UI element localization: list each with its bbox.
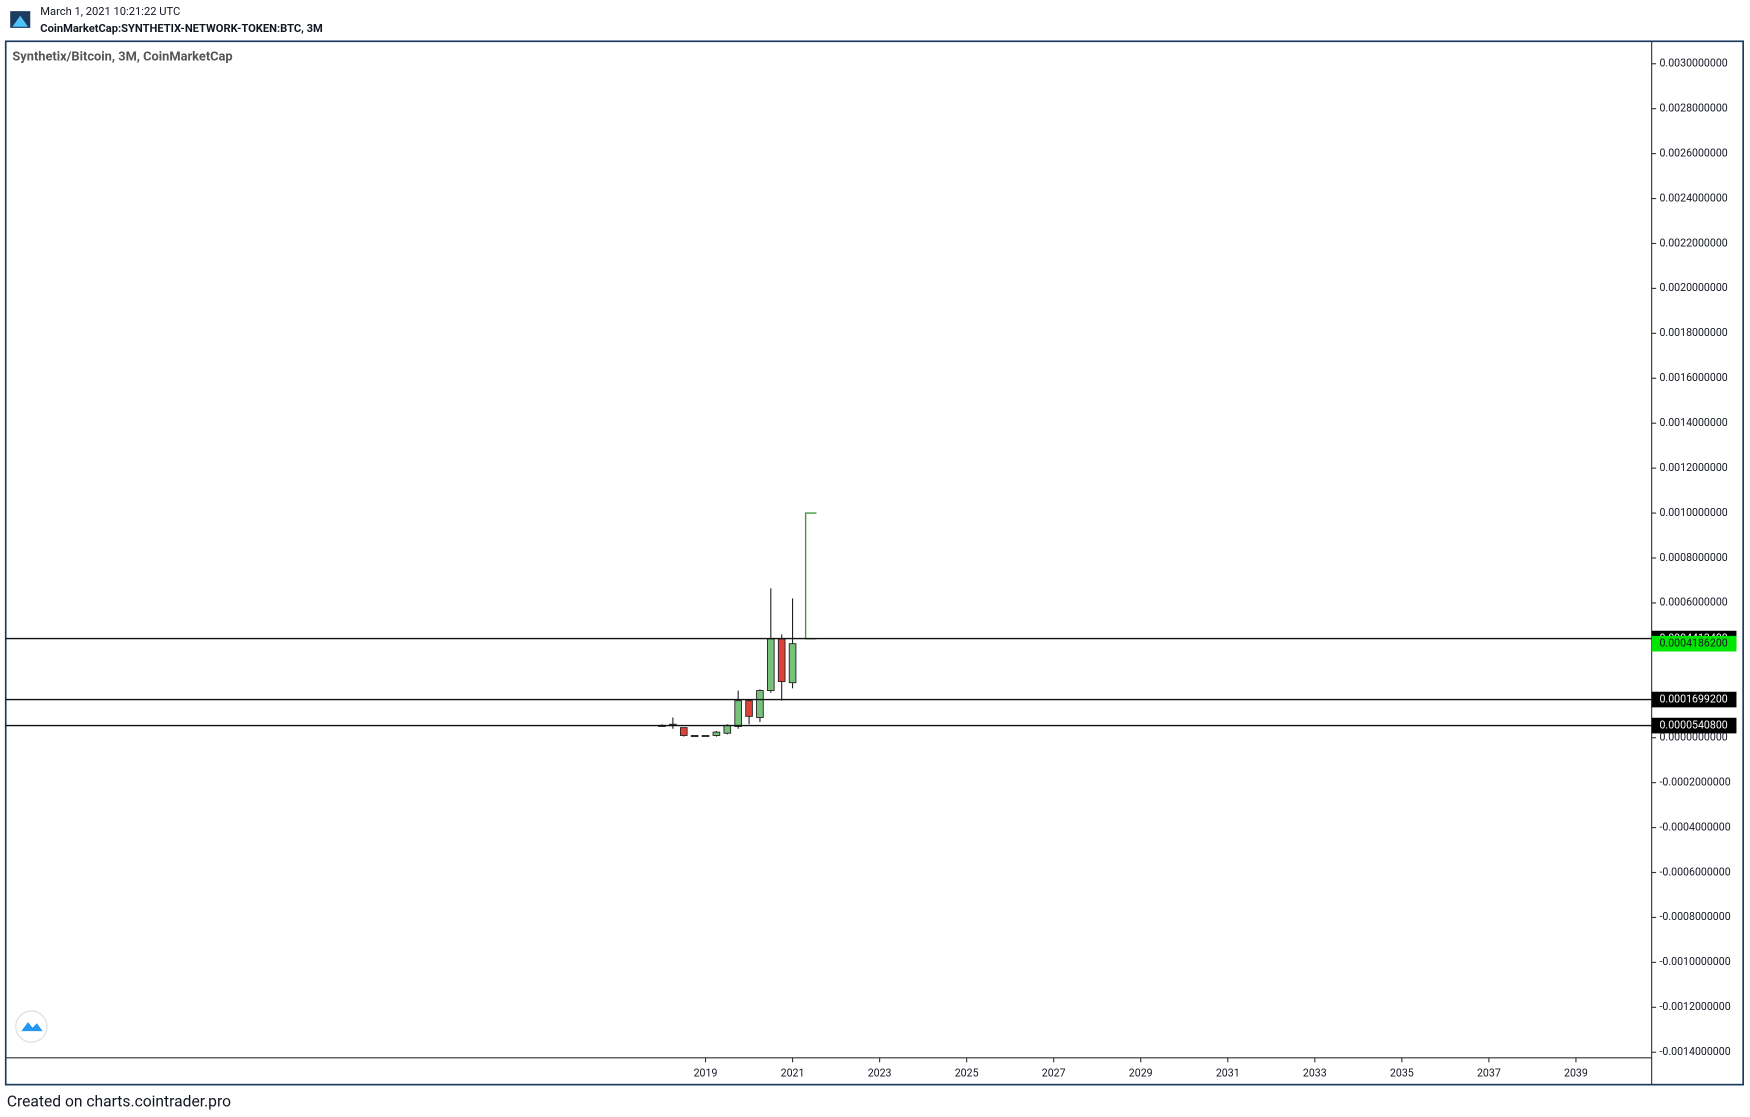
y-tick-label: 0.0014000000 — [1659, 416, 1727, 429]
candle-body — [777, 638, 786, 683]
y-tick-label: -0.0006000000 — [1659, 865, 1730, 878]
x-tick-label: 2025 — [955, 1066, 979, 1079]
symbol: CoinMarketCap:SYNTHETIX-NETWORK-TOKEN:BT… — [40, 22, 323, 35]
candle-body — [701, 735, 710, 738]
y-tick-label: -0.0002000000 — [1659, 775, 1730, 788]
y-tick-label: 0.0026000000 — [1659, 146, 1727, 159]
y-tick-label: 0.0030000000 — [1659, 57, 1727, 70]
footer: Created on charts.cointrader.pro — [7, 1093, 231, 1111]
candle-body — [756, 690, 764, 718]
candle-body — [767, 638, 775, 691]
y-tick-label: 0.0024000000 — [1659, 191, 1727, 204]
y-tick-label: 0.0022000000 — [1659, 236, 1727, 249]
y-tick-label: -0.0014000000 — [1659, 1045, 1730, 1058]
candle-body — [745, 700, 753, 717]
x-tick-label: 2029 — [1129, 1066, 1153, 1079]
candle-body — [690, 735, 699, 738]
y-tick-label: 0.0028000000 — [1659, 101, 1727, 114]
level-tag — [1651, 717, 1737, 734]
x-tick-label: 2033 — [1303, 1066, 1327, 1079]
y-tick-label: -0.0008000000 — [1659, 910, 1730, 923]
y-tick-label: 0.0010000000 — [1659, 506, 1727, 519]
logo — [10, 11, 31, 28]
y-tick-label: 0.0020000000 — [1659, 281, 1727, 294]
x-tick-label: 2021 — [781, 1066, 805, 1079]
y-tick-label: -0.0010000000 — [1659, 955, 1730, 968]
x-tick-label: 2039 — [1564, 1066, 1588, 1079]
y-tick-label: 0.0012000000 — [1659, 461, 1727, 474]
level-tag — [1651, 691, 1737, 708]
y-tick-label: 0.0000000000 — [1659, 731, 1727, 744]
last-price-label: 0.0004186200 — [1659, 636, 1727, 649]
x-tick-label: 2027 — [1042, 1066, 1066, 1079]
y-tick-label: 0.0018000000 — [1659, 326, 1727, 339]
level-label: 0.0001699200 — [1659, 692, 1727, 705]
y-tick-label: -0.0012000000 — [1659, 1000, 1730, 1013]
x-tick-label: 2023 — [868, 1066, 892, 1079]
last-price-tag — [1651, 635, 1737, 652]
candle-body — [734, 700, 742, 727]
y-tick-label: 0.0016000000 — [1659, 371, 1727, 384]
candle-body — [723, 724, 732, 734]
candle-body — [788, 643, 797, 684]
x-tick-label: 2035 — [1390, 1066, 1414, 1079]
candle-body — [679, 727, 688, 736]
x-tick-label: 2019 — [694, 1066, 718, 1079]
y-tick-label: 0.0008000000 — [1659, 551, 1727, 564]
timestamp: March 1, 2021 10:21:22 UTC — [40, 5, 180, 18]
chart-frame — [4, 40, 1744, 1086]
y-tick-label: -0.0004000000 — [1659, 820, 1730, 833]
chart-title: Synthetix/Bitcoin, 3M, CoinMarketCap — [12, 49, 232, 64]
x-tick-label: 2031 — [1216, 1066, 1240, 1079]
candle-body — [712, 731, 721, 736]
y-tick-label: 0.0006000000 — [1659, 596, 1727, 609]
brand-icon[interactable] — [15, 1010, 48, 1043]
x-tick-label: 2037 — [1477, 1066, 1501, 1079]
level-label: 0.0000540800 — [1659, 718, 1727, 731]
